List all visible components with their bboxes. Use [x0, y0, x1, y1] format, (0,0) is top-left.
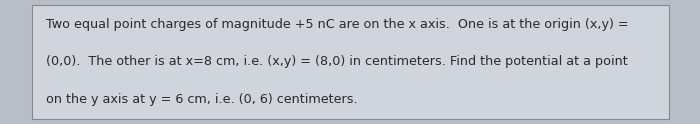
Text: (0,0).  The other is at x=8 cm, i.e. (x,y) = (8,0) in centimeters. Find the pote: (0,0). The other is at x=8 cm, i.e. (x,y… — [46, 56, 627, 68]
Text: Two equal point charges of magnitude +5 nC are on the x axis.  One is at the ori: Two equal point charges of magnitude +5 … — [46, 18, 628, 31]
Text: on the y axis at y = 6 cm, i.e. (0, 6) centimeters.: on the y axis at y = 6 cm, i.e. (0, 6) c… — [46, 93, 357, 106]
FancyBboxPatch shape — [32, 5, 668, 119]
